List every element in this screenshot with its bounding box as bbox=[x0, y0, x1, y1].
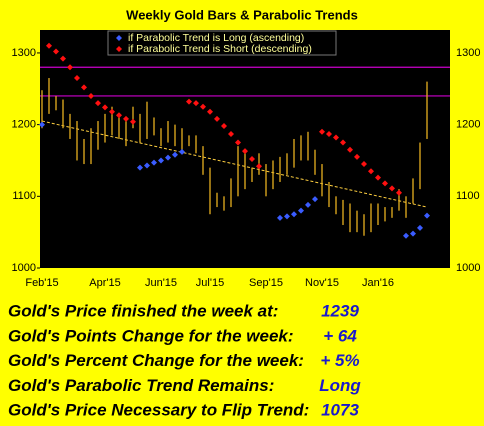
parabolic-dot bbox=[158, 157, 164, 164]
parabolic-dot bbox=[417, 224, 423, 231]
legend-marker bbox=[116, 35, 122, 41]
parabolic-dot bbox=[340, 139, 346, 146]
parabolic-dot bbox=[81, 84, 87, 91]
parabolic-dot bbox=[333, 134, 339, 141]
parabolic-dot bbox=[403, 232, 409, 239]
parabolic-dot bbox=[361, 161, 367, 168]
parabolic-dot bbox=[172, 151, 178, 158]
parabolic-dot bbox=[53, 48, 59, 55]
parabolic-dot bbox=[326, 130, 332, 137]
parabolic-dot bbox=[151, 159, 157, 166]
parabolic-dot bbox=[382, 180, 388, 187]
parabolic-dot bbox=[214, 115, 220, 122]
parabolic-dot bbox=[396, 189, 402, 196]
parabolic-dot bbox=[193, 100, 199, 107]
parabolic-dot bbox=[165, 154, 171, 161]
parabolic-dot bbox=[228, 130, 234, 137]
parabolic-dot bbox=[368, 168, 374, 175]
y2-tick-label: 1200 bbox=[456, 119, 480, 131]
parabolic-dot bbox=[256, 163, 262, 170]
parabolic-dot bbox=[200, 103, 206, 110]
parabolic-dot bbox=[284, 213, 290, 220]
parabolic-dot bbox=[102, 104, 108, 111]
parabolic-dot bbox=[242, 148, 248, 155]
row-value: Long bbox=[319, 376, 361, 395]
parabolic-dot bbox=[319, 128, 325, 135]
parabolic-dot bbox=[424, 212, 430, 219]
row-value: 1239 bbox=[321, 301, 359, 320]
legend-box bbox=[107, 30, 337, 56]
parabolic-dot bbox=[305, 201, 311, 208]
parabolic-dot bbox=[221, 123, 227, 130]
row-label: Gold's Points Change for the week: bbox=[8, 326, 294, 345]
row-label: Gold's Percent Change for the week: bbox=[8, 351, 304, 370]
parabolic-dot bbox=[207, 108, 213, 115]
parabolic-dot bbox=[39, 121, 45, 128]
y-tick-label: 1000 bbox=[12, 262, 36, 274]
parabolic-dot bbox=[144, 162, 150, 169]
parabolic-dot bbox=[116, 112, 122, 119]
row-value: 1073 bbox=[321, 401, 359, 420]
trend-line bbox=[41, 120, 428, 208]
row-value: + 64 bbox=[323, 326, 357, 345]
row-label: Gold's Parabolic Trend Remains: bbox=[8, 376, 274, 395]
x-tick-label: Jul'15 bbox=[196, 277, 224, 289]
parabolic-dot bbox=[109, 108, 115, 115]
parabolic-dot bbox=[60, 55, 66, 62]
parabolic-dot bbox=[249, 156, 255, 163]
parabolic-dot bbox=[95, 100, 101, 107]
parabolic-dot bbox=[179, 148, 185, 155]
parabolic-dot bbox=[298, 207, 304, 214]
x-tick-label: Jun'15 bbox=[145, 277, 177, 289]
parabolic-dot bbox=[123, 115, 129, 122]
legend-marker bbox=[116, 46, 122, 52]
parabolic-dot bbox=[277, 214, 283, 221]
parabolic-dot bbox=[389, 185, 395, 192]
y2-tick-label: 1100 bbox=[456, 190, 480, 202]
parabolic-dot bbox=[235, 139, 241, 146]
y2-tick-label: 1000 bbox=[456, 262, 480, 274]
y2-tick-label: 1300 bbox=[456, 47, 480, 59]
parabolic-dot bbox=[410, 230, 416, 237]
x-tick-label: Feb'15 bbox=[25, 277, 58, 289]
y-tick-label: 1100 bbox=[12, 190, 36, 202]
x-tick-label: Apr'15 bbox=[89, 277, 120, 289]
x-tick-label: Jan'16 bbox=[362, 277, 394, 289]
parabolic-dot bbox=[74, 75, 80, 82]
parabolic-dot bbox=[88, 92, 94, 99]
y-tick-label: 1200 bbox=[12, 119, 36, 131]
legend-label: if Parabolic Trend is Short (descending) bbox=[128, 43, 312, 55]
parabolic-dot bbox=[130, 118, 136, 125]
parabolic-dot bbox=[354, 153, 360, 160]
legend-label: if Parabolic Trend is Long (ascending) bbox=[128, 32, 304, 44]
x-tick-label: Sep'15 bbox=[249, 277, 283, 289]
chart-title: Weekly Gold Bars & Parabolic Trends bbox=[126, 7, 358, 22]
x-tick-label: Nov'15 bbox=[305, 277, 339, 289]
parabolic-dot bbox=[137, 164, 143, 171]
row-label: Gold's Price Necessary to Flip Trend: bbox=[8, 401, 309, 420]
row-label: Gold's Price finished the week at: bbox=[8, 301, 278, 320]
parabolic-dot bbox=[46, 42, 52, 49]
parabolic-dot bbox=[312, 196, 318, 203]
parabolic-dot bbox=[291, 211, 297, 218]
row-value: + 5% bbox=[320, 351, 359, 370]
parabolic-dot bbox=[375, 174, 381, 181]
parabolic-dot bbox=[347, 146, 353, 153]
y-tick-label: 1300 bbox=[12, 47, 36, 59]
parabolic-dot bbox=[186, 98, 192, 105]
parabolic-dot bbox=[67, 64, 73, 71]
